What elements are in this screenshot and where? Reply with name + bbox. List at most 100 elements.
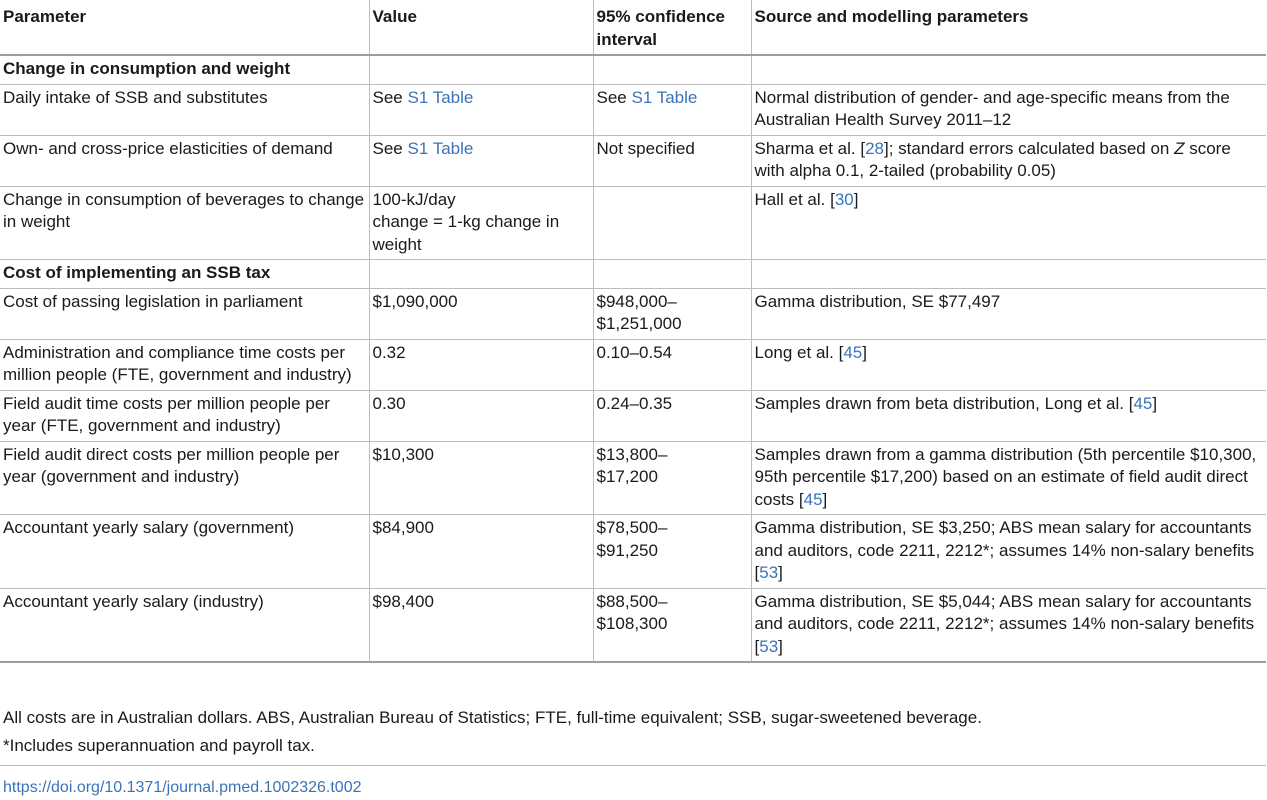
header-source: Source and modelling parameters — [750, 0, 1266, 56]
parameter-cell: Daily intake of SSB and substitutes — [0, 83, 370, 136]
doi-link[interactable]: https://doi.org/10.1371/journal.pmed.100… — [3, 779, 362, 796]
parameter-cell: Cost of passing legislation in parliamen… — [0, 287, 370, 340]
source-text: Gamma distribution, SE $3,250; ABS mean … — [754, 518, 1255, 582]
source-text: ] — [778, 563, 783, 582]
source-text: Sharma et al. [ — [754, 138, 866, 158]
reference-link[interactable]: 45 — [843, 342, 863, 362]
header-parameter: Parameter — [0, 0, 370, 56]
table-row: Cost of passing legislation in parliamen… — [0, 287, 1266, 340]
ci-cell: $13,800– $17,200 — [592, 440, 752, 515]
source-text: ] — [862, 342, 867, 362]
s1-table-link[interactable]: S1 Table — [407, 87, 474, 107]
source-text: Long et al. [ — [754, 342, 844, 362]
value-cell: $10,300 — [368, 440, 594, 515]
reference-link[interactable]: 53 — [759, 563, 779, 582]
reference-link[interactable]: 45 — [1133, 393, 1153, 413]
value-line: 100-kJ/day — [372, 189, 456, 209]
parameter-cell: Administration and compliance time costs… — [0, 338, 370, 391]
ci-cell: Not specified — [592, 134, 752, 187]
source-text: Samples drawn from beta distribution, Lo… — [754, 393, 1134, 413]
ci-cell: $88,500– $108,300 — [592, 587, 752, 663]
empty-cell — [592, 54, 752, 85]
source-cell: Hall et al. [30] — [750, 185, 1266, 260]
value-line: change = 1-kg change in weight — [372, 212, 560, 254]
source-cell: Gamma distribution, SE $77,497 — [750, 287, 1266, 340]
parameter-cell: Accountant yearly salary (industry) — [0, 587, 370, 663]
source-cell: Sharma et al. [28]; standard errors calc… — [750, 134, 1266, 187]
ci-line: $91,250 — [596, 540, 658, 560]
value-prefix: See — [372, 87, 408, 107]
section-row-consumption: Change in consumption and weight — [0, 54, 1266, 85]
source-text: Gamma distribution, SE $5,044; ABS mean … — [754, 591, 1255, 656]
ci-line: $108,300 — [596, 614, 668, 633]
table-row: Own- and cross-price elasticities of dem… — [0, 134, 1266, 187]
table-row: Change in consumption of beverages to ch… — [0, 185, 1266, 260]
value-cell: $84,900 — [368, 514, 594, 589]
ci-line: $948,000– — [596, 291, 677, 311]
reference-link[interactable]: 30 — [834, 189, 854, 209]
source-cell: Normal distribution of gender- and age-s… — [750, 83, 1266, 136]
table-row: Accountant yearly salary (industry) $98,… — [0, 587, 1266, 663]
empty-cell — [368, 259, 594, 289]
parameter-cell: Field audit time costs per million peopl… — [0, 389, 370, 442]
z-symbol: Z — [1174, 138, 1185, 158]
ci-line: $13,800– — [596, 444, 668, 464]
value-prefix: See — [372, 138, 408, 158]
ci-prefix: See — [596, 87, 632, 107]
header-confidence-interval: 95% confidence interval — [592, 0, 752, 56]
source-text: score with alpha 0.1, 2-tailed (probabil… — [754, 138, 1231, 181]
ci-line: $88,500– — [596, 591, 668, 611]
source-cell: Gamma distribution, SE $5,044; ABS mean … — [750, 587, 1266, 663]
source-text: ] — [822, 489, 828, 509]
table-footnotes: All costs are in Australian dollars. ABS… — [3, 707, 1263, 763]
ci-cell — [592, 185, 752, 260]
parameter-cell: Change in consumption of beverages to ch… — [0, 185, 370, 260]
reference-link[interactable]: 45 — [803, 489, 823, 509]
ci-cell: 0.10–0.54 — [592, 338, 752, 391]
s1-table-link[interactable]: S1 Table — [407, 138, 474, 158]
source-cell: Gamma distribution, SE $3,250; ABS mean … — [750, 514, 1266, 589]
empty-cell — [368, 54, 594, 85]
parameters-table: Parameter Value 95% confidence interval … — [0, 0, 1266, 663]
section-title-cost: Cost of implementing an SSB tax — [0, 259, 370, 289]
table-row: Daily intake of SSB and substitutes See … — [0, 83, 1266, 136]
table-header-row: Parameter Value 95% confidence interval … — [0, 0, 1266, 56]
ci-cell: $78,500– $91,250 — [592, 514, 752, 589]
table-row: Field audit time costs per million peopl… — [0, 389, 1266, 442]
empty-cell — [750, 54, 1266, 85]
s1-table-link[interactable]: S1 Table — [631, 87, 698, 107]
source-text: Hall et al. [ — [754, 189, 835, 209]
value-cell: See S1 Table — [368, 83, 594, 136]
source-text: Samples drawn from a gamma distribution … — [754, 444, 1257, 509]
value-cell: $1,090,000 — [368, 287, 594, 340]
source-cell: Samples drawn from a gamma distribution … — [750, 440, 1266, 515]
asterisk-footnote: *Includes superannuation and payroll tax… — [3, 736, 315, 755]
source-text: ] — [778, 636, 783, 656]
table-row: Administration and compliance time costs… — [0, 338, 1266, 391]
empty-cell — [750, 259, 1266, 289]
parameter-cell: Field audit direct costs per million peo… — [0, 440, 370, 515]
parameters-table-wrapper: Parameter Value 95% confidence interval … — [0, 0, 1266, 663]
ci-cell: 0.24–0.35 — [592, 389, 752, 442]
source-text: ] — [853, 189, 859, 209]
reference-link[interactable]: 53 — [759, 636, 779, 656]
value-cell: 100-kJ/day change = 1-kg change in weight — [368, 185, 594, 260]
source-text: ]; standard errors calculated based on — [883, 138, 1175, 158]
abbreviations-footnote: All costs are in Australian dollars. ABS… — [3, 708, 982, 727]
source-cell: Long et al. [45] — [750, 338, 1266, 391]
reference-link[interactable]: 28 — [865, 138, 884, 158]
ci-line: $17,200 — [596, 467, 658, 486]
ci-cell: See S1 Table — [592, 83, 752, 136]
value-cell: 0.30 — [368, 389, 594, 442]
source-cell: Samples drawn from beta distribution, Lo… — [750, 389, 1266, 442]
value-cell: $98,400 — [368, 587, 594, 663]
ci-cell: $948,000– $1,251,000 — [592, 287, 752, 340]
ci-line: $78,500– — [596, 518, 668, 537]
ci-line: $1,251,000 — [596, 314, 682, 333]
parameter-cell: Accountant yearly salary (government) — [0, 514, 370, 589]
header-value: Value — [368, 0, 594, 56]
parameter-cell: Own- and cross-price elasticities of dem… — [0, 134, 370, 187]
empty-cell — [592, 259, 752, 289]
section-row-cost: Cost of implementing an SSB tax — [0, 259, 1266, 289]
source-text: ] — [1152, 393, 1158, 413]
